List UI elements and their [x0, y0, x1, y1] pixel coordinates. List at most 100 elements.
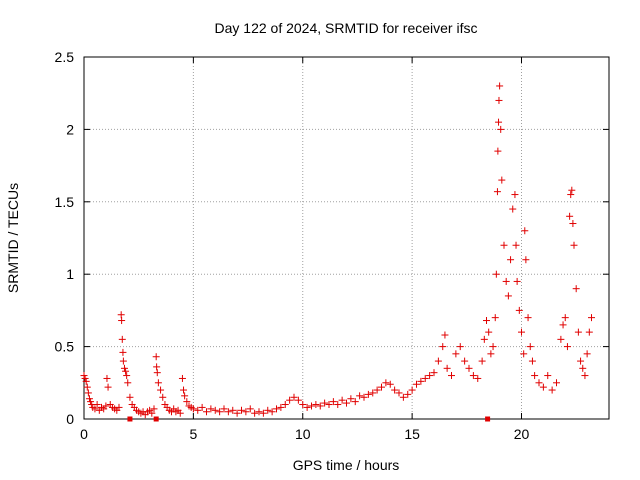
data-point [242, 408, 250, 416]
data-point [273, 405, 280, 413]
data-point [561, 314, 569, 322]
data-point [480, 335, 488, 343]
data-point [430, 369, 438, 377]
data-point [421, 374, 429, 382]
data-point [124, 379, 132, 387]
axis-ticks: 0 5 10 15 20 0 0.5 1 1.5 2 2.5 [55, 49, 609, 442]
data-point [492, 270, 500, 278]
data-point [181, 392, 189, 400]
data-point [382, 379, 390, 387]
data-point [544, 372, 552, 380]
data-point [465, 364, 473, 372]
data-point [312, 401, 320, 409]
data-point [102, 402, 110, 410]
data-point [515, 306, 523, 314]
data-point [198, 403, 206, 411]
data-point [531, 372, 539, 380]
data-point [290, 393, 298, 401]
data-point [574, 328, 582, 336]
data-point [378, 383, 385, 391]
data-point [588, 314, 595, 322]
y-axis-label: SRMTID / TECUs [5, 183, 21, 293]
data-point [122, 367, 130, 375]
data-point [373, 386, 381, 394]
data-point [507, 256, 515, 264]
data-point [259, 409, 267, 417]
data-point [557, 335, 565, 343]
data-point [251, 409, 259, 417]
data-point [408, 386, 416, 394]
data-point [474, 374, 482, 382]
y-tick-label: 2 [66, 121, 74, 137]
data-point [233, 409, 241, 417]
x-tick-label: 0 [80, 426, 88, 442]
chart-title: Day 122 of 2024, SRMTID for receiver ifs… [215, 20, 478, 36]
data-point [85, 395, 93, 403]
data-point [329, 398, 337, 406]
data-point [91, 405, 99, 413]
data-point [439, 343, 447, 351]
data-point [299, 401, 307, 409]
data-point [548, 386, 556, 394]
data-point [500, 241, 508, 249]
data-point [417, 377, 425, 385]
data-point [81, 374, 89, 382]
data-point-square [153, 416, 159, 422]
data-point [159, 393, 167, 401]
data-point [498, 176, 506, 184]
data-point [153, 363, 161, 371]
data-point [504, 292, 512, 300]
data-point [229, 406, 237, 414]
data-point [528, 357, 536, 365]
data-point [316, 402, 324, 410]
data-point [211, 406, 219, 414]
data-point [150, 405, 158, 413]
data-point [152, 353, 160, 361]
data-point-square [127, 416, 133, 422]
data-point [526, 343, 534, 351]
data-point [487, 350, 495, 358]
data-point [581, 372, 589, 380]
data-point [563, 343, 571, 351]
data-point [495, 118, 503, 126]
y-tick-label: 2.5 [55, 49, 75, 65]
data-point [441, 331, 449, 339]
data-point [325, 401, 333, 409]
data-point [577, 357, 585, 365]
data-point [583, 350, 591, 358]
data-point [491, 314, 499, 322]
data-point [321, 399, 329, 407]
data-point [119, 357, 127, 365]
data-point [511, 191, 519, 199]
data-point [496, 82, 504, 90]
data-point [264, 406, 272, 414]
data-point [364, 390, 372, 398]
data-point [399, 393, 407, 401]
data-point [120, 364, 128, 372]
data-point [277, 403, 285, 411]
data-point [452, 350, 460, 358]
data-point [126, 393, 134, 401]
data-point [255, 408, 263, 416]
plot-frame [83, 56, 610, 420]
data-point [118, 317, 126, 325]
x-tick-label: 20 [514, 426, 530, 442]
data-point [585, 328, 593, 336]
data-point [84, 389, 92, 397]
data-point [478, 357, 486, 365]
data-point [395, 389, 403, 397]
data-point-square [485, 416, 491, 422]
data-point [148, 409, 156, 417]
data-point [294, 396, 302, 404]
data-point [572, 285, 580, 293]
data-point [566, 212, 574, 220]
data-point [216, 408, 224, 416]
data-point [281, 401, 289, 409]
data-point [485, 328, 493, 336]
data-point [351, 398, 359, 406]
data-series [80, 82, 595, 422]
data-point [203, 408, 210, 416]
data-point [115, 403, 123, 411]
data-point [489, 343, 497, 351]
data-point [509, 205, 517, 213]
